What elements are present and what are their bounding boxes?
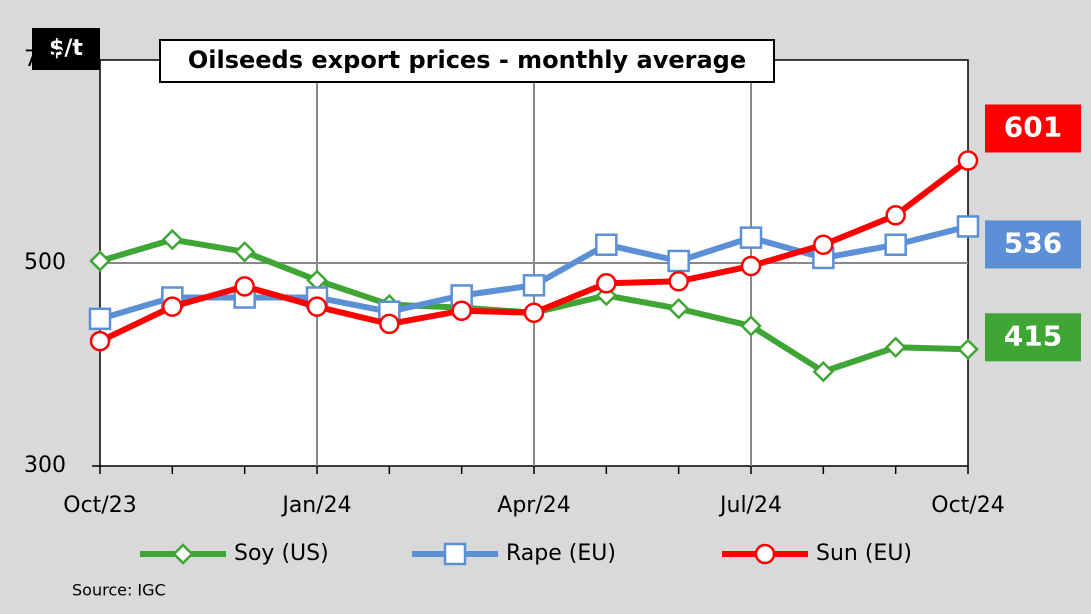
y-axis-label: $/t [49,36,83,61]
x-tick-label: Jul/24 [718,493,782,518]
marker [161,228,184,251]
marker [451,300,472,321]
marker [522,274,546,297]
marker [162,296,183,317]
marker [379,313,400,335]
chart-title: Oilseeds export prices - monthly average [188,46,746,74]
marker [523,302,545,323]
marker [884,233,907,256]
marker [884,336,907,359]
marker [740,255,762,277]
marker [740,315,762,337]
marker [306,296,328,317]
legend-label: Soy (US) [234,541,329,566]
marker [88,307,112,331]
marker [89,250,111,272]
marker [233,241,256,263]
unit-box [32,28,100,70]
marker [754,543,776,565]
legend-label: Sun (EU) [816,541,912,566]
marker [957,338,979,361]
marker [443,542,467,566]
title-box [159,39,775,83]
marker [667,249,690,273]
marker [739,226,763,249]
x-tick-label: Oct/24 [931,493,1004,518]
value-label: 536 [1004,226,1062,259]
marker [596,273,617,294]
legend-label: Rape (EU) [506,541,616,566]
marker [812,360,835,383]
marker [957,150,979,171]
y-tick-label: 500 [24,250,66,275]
source: Source: IGC [72,581,166,600]
marker [885,205,906,226]
marker [813,234,834,255]
value-label-box [985,313,1081,362]
y-tick-label: 700 [24,47,66,72]
value-label: 601 [1004,110,1062,143]
x-tick-label: Oct/23 [63,493,136,518]
value-label-box [985,220,1081,269]
marker [172,543,194,565]
marker [89,330,111,352]
lines [88,150,980,383]
marker [956,215,980,238]
marker [667,297,690,320]
y-tick-label: 300 [24,453,66,478]
marker [668,271,689,292]
value-label-box [985,104,1081,153]
marker [234,276,255,297]
x-tick-label: Apr/24 [497,493,570,518]
value-label: 415 [1004,319,1062,352]
x-tick-label: Jan/24 [280,493,351,518]
marker [595,233,618,256]
